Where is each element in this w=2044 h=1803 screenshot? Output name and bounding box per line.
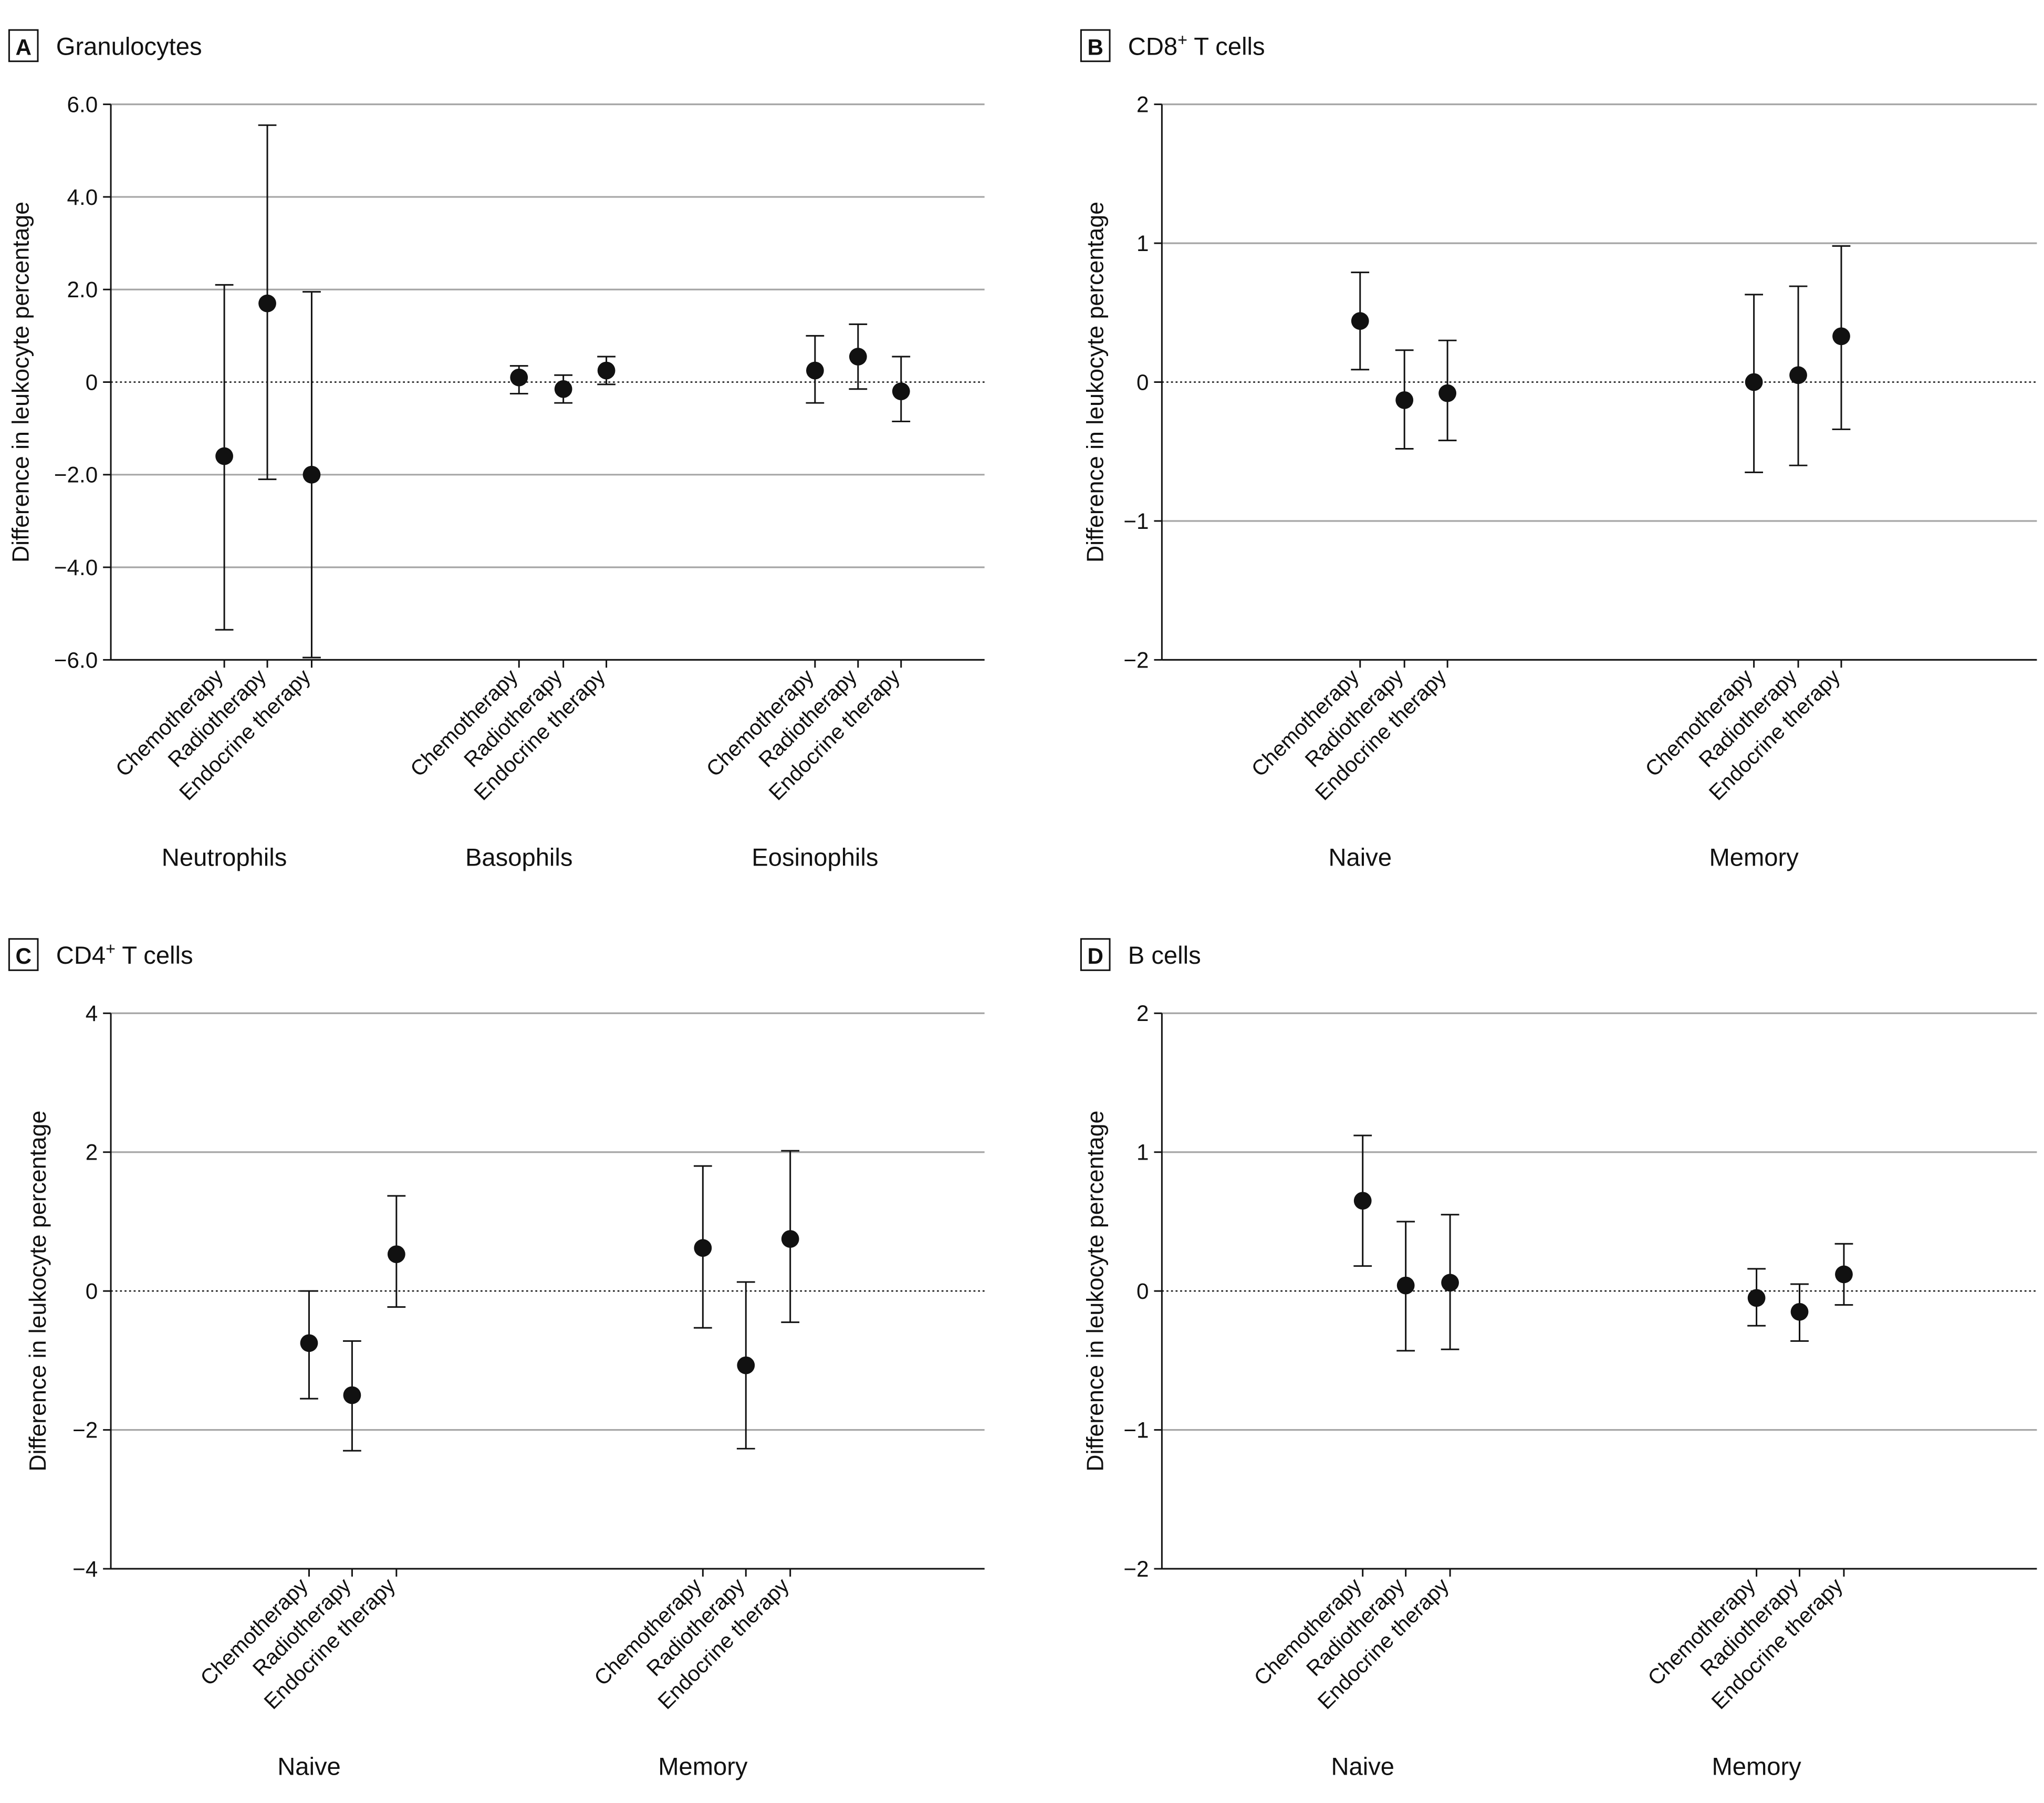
y-axis-label: Difference in leukocyte percentage bbox=[1083, 1111, 1109, 1472]
panel-letter: D bbox=[1087, 944, 1103, 968]
point-estimate bbox=[1747, 1289, 1766, 1307]
y-tick-label: −2 bbox=[1123, 648, 1149, 672]
panel-letter: B bbox=[1087, 35, 1103, 59]
group-label: Naive bbox=[277, 1752, 341, 1780]
group-label: Naive bbox=[1328, 843, 1392, 871]
y-axis-label: Difference in leukocyte percentage bbox=[8, 202, 34, 562]
point-estimate bbox=[806, 361, 824, 380]
y-tick-label: 0 bbox=[1136, 1279, 1149, 1304]
y-tick-label: −4 bbox=[72, 1557, 98, 1581]
group-label: Memory bbox=[1712, 1752, 1801, 1780]
panel-d: D B cells −2 −1 0 1 2 Difference in leukocyte p… bbox=[1080, 938, 2037, 1780]
point-estimate bbox=[1832, 327, 1850, 346]
point-estimate bbox=[1353, 1192, 1372, 1210]
y-axis-label: Difference in leukocyte percentage bbox=[25, 1111, 51, 1472]
point-estimate bbox=[303, 465, 321, 484]
point-estimate bbox=[510, 368, 528, 387]
y-tick-label: 2 bbox=[86, 1140, 98, 1165]
y-tick-label: −1 bbox=[1123, 509, 1149, 534]
point-estimate bbox=[1835, 1265, 1853, 1284]
point-estimate bbox=[1351, 312, 1369, 330]
group-label: Eosinophils bbox=[752, 843, 878, 871]
point-estimate bbox=[781, 1230, 799, 1248]
panel-title: Granulocytes bbox=[56, 32, 202, 60]
y-tick-label: −1 bbox=[1123, 1418, 1149, 1443]
y-tick-label: 2.0 bbox=[67, 277, 98, 302]
y-tick-label: 0 bbox=[1136, 370, 1149, 394]
point-estimate bbox=[597, 361, 616, 380]
group-label: Basophils bbox=[465, 843, 572, 871]
panel-letter: A bbox=[15, 35, 31, 59]
panel-title: CD8+ T cells bbox=[1128, 30, 1265, 60]
point-estimate bbox=[300, 1334, 318, 1352]
group-label: Memory bbox=[658, 1752, 748, 1780]
point-estimate bbox=[1396, 1276, 1415, 1295]
y-tick-label: 4 bbox=[86, 1001, 98, 1026]
panel-b: B CD8+ T cells −2 −1 0 1 2 Difference in leukoc… bbox=[1080, 29, 2037, 871]
panel-letter-box bbox=[8, 29, 39, 62]
point-estimate bbox=[1395, 391, 1414, 409]
point-estimate bbox=[1438, 384, 1457, 402]
panel-letter-box bbox=[1080, 938, 1111, 971]
y-tick-label: −2 bbox=[72, 1418, 98, 1443]
point-estimate bbox=[1790, 1302, 1809, 1321]
point-estimate bbox=[258, 294, 276, 312]
y-tick-label: 0 bbox=[86, 1279, 98, 1304]
point-estimate bbox=[1441, 1274, 1459, 1292]
panel-letter: C bbox=[15, 944, 31, 968]
group-label: Neutrophils bbox=[162, 843, 287, 871]
y-tick-label: 1 bbox=[1136, 1140, 1149, 1165]
y-tick-label: 0 bbox=[86, 370, 98, 394]
y-tick-label: 2 bbox=[1136, 92, 1149, 117]
y-tick-label: −2 bbox=[1123, 1557, 1149, 1581]
group-label: Memory bbox=[1709, 843, 1799, 871]
y-tick-label: −4.0 bbox=[54, 555, 98, 580]
point-estimate bbox=[694, 1239, 712, 1257]
panel-title: CD4+ T cells bbox=[56, 940, 193, 969]
y-tick-label: 6.0 bbox=[67, 92, 98, 117]
point-estimate bbox=[343, 1386, 361, 1404]
point-estimate bbox=[387, 1245, 405, 1263]
panel-a: A Granulocytes −6.0 −4.0 −2.0 0 2.0 4.0 6.0 Diffe… bbox=[8, 29, 985, 871]
group-label: Naive bbox=[1331, 1752, 1394, 1780]
point-estimate bbox=[1789, 366, 1807, 384]
point-estimate bbox=[892, 382, 910, 401]
panel-title: B cells bbox=[1128, 941, 1201, 969]
point-estimate bbox=[215, 447, 233, 465]
point-estimate bbox=[849, 348, 867, 366]
y-tick-label: 1 bbox=[1136, 231, 1149, 256]
y-tick-label: 2 bbox=[1136, 1001, 1149, 1026]
y-tick-label: −6.0 bbox=[54, 648, 98, 672]
panel-letter-box bbox=[1080, 29, 1111, 62]
y-axis-label: Difference in leukocyte percentage bbox=[1083, 202, 1109, 562]
point-estimate bbox=[1745, 373, 1763, 391]
point-estimate bbox=[554, 380, 572, 398]
y-tick-label: −2.0 bbox=[54, 463, 98, 487]
panel-c: C CD4+ T cells −4 −2 0 2 4 Difference in leukoc… bbox=[8, 938, 985, 1780]
point-estimate bbox=[737, 1356, 755, 1374]
y-tick-label: 4.0 bbox=[67, 185, 98, 210]
panel-letter-box bbox=[8, 938, 39, 971]
